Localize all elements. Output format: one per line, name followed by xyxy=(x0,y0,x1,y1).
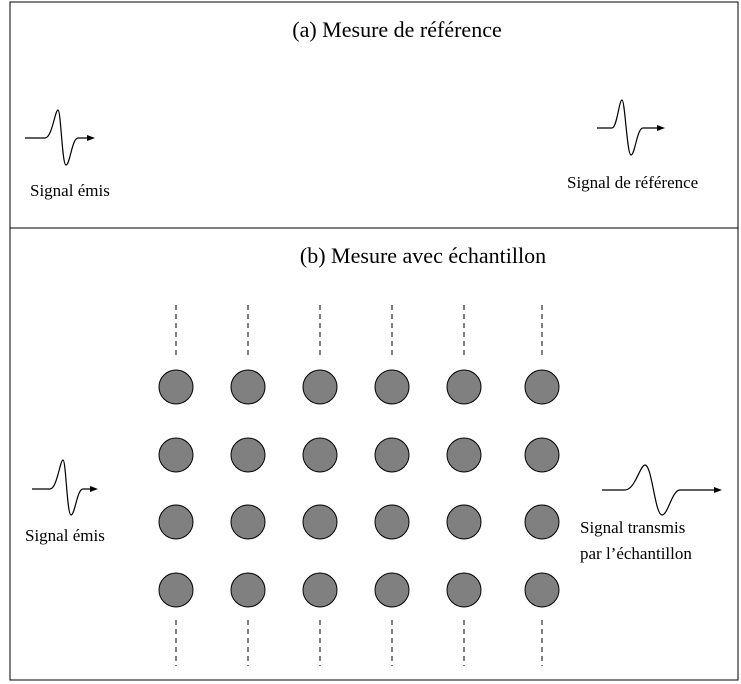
received-label: Signal transmis xyxy=(580,518,685,537)
scatterer xyxy=(524,572,560,608)
outer-frame xyxy=(9,1,739,681)
scatterer xyxy=(302,437,338,473)
scatterer xyxy=(302,572,338,608)
scatterer xyxy=(524,369,560,405)
panel-title: (b) Mesure avec échantillon xyxy=(300,243,546,268)
scatterer xyxy=(230,369,266,405)
waveform xyxy=(25,109,89,166)
scatterer xyxy=(524,437,560,473)
scatterer xyxy=(230,437,266,473)
scatterer xyxy=(158,572,194,608)
emitted-label: Signal émis xyxy=(25,526,105,545)
scatterer xyxy=(374,437,410,473)
scatterer xyxy=(446,572,482,608)
scatterer xyxy=(302,369,338,405)
scatterer xyxy=(374,369,410,405)
arrowhead xyxy=(714,487,722,493)
sample-lattice xyxy=(158,305,560,666)
waveform xyxy=(597,99,659,156)
waveform xyxy=(602,464,716,516)
scatterer xyxy=(158,504,194,540)
scatterer xyxy=(524,504,560,540)
arrowhead xyxy=(657,125,665,131)
scatterer xyxy=(158,437,194,473)
scatterer xyxy=(230,572,266,608)
panel-title: (a) Mesure de référence xyxy=(292,17,501,42)
scatterer xyxy=(446,437,482,473)
arrowhead xyxy=(90,486,98,492)
scatterer xyxy=(374,504,410,540)
emitted-label: Signal émis xyxy=(30,181,110,200)
received-label: par l’échantillon xyxy=(580,544,692,563)
scatterer xyxy=(446,504,482,540)
scatterer xyxy=(446,369,482,405)
waveform xyxy=(32,459,92,516)
scatterer xyxy=(158,369,194,405)
scatterer xyxy=(230,504,266,540)
received-label: Signal de référence xyxy=(567,173,698,192)
scatterer xyxy=(374,572,410,608)
scatterer xyxy=(302,504,338,540)
arrowhead xyxy=(87,135,95,141)
